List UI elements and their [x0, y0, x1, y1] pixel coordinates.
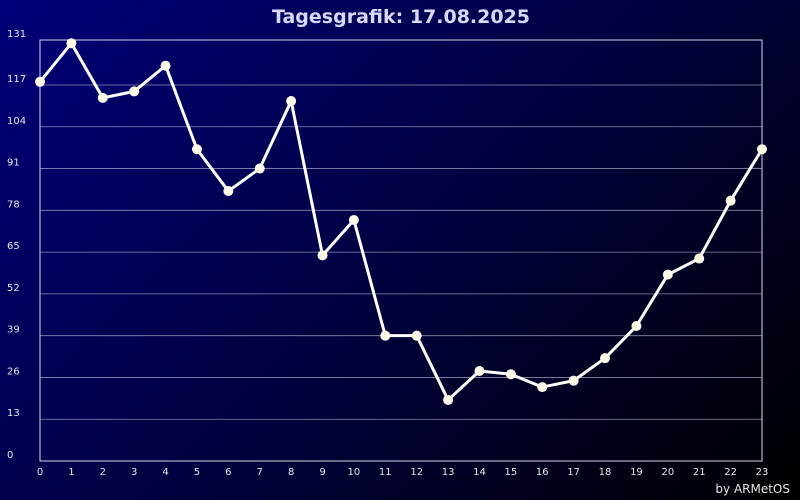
data-point — [286, 96, 297, 107]
x-tick-label: 11 — [379, 467, 392, 478]
x-tick-label: 20 — [661, 467, 674, 478]
data-point — [662, 269, 673, 280]
x-tick-label: 4 — [162, 467, 168, 478]
x-tick-label: 22 — [724, 467, 737, 478]
data-point — [97, 92, 108, 103]
data-point — [568, 375, 579, 386]
x-tick-label: 19 — [630, 467, 643, 478]
y-tick-label: 78 — [7, 199, 20, 210]
data-point — [694, 253, 705, 264]
data-point — [443, 394, 454, 405]
y-tick-label: 52 — [7, 283, 20, 294]
x-tick-label: 17 — [567, 467, 580, 478]
data-point — [600, 353, 611, 364]
x-tick-label: 6 — [225, 467, 231, 478]
data-point — [631, 321, 642, 332]
data-point — [129, 86, 140, 97]
x-tick-label: 16 — [536, 467, 549, 478]
y-tick-label: 39 — [7, 325, 20, 336]
data-point — [505, 369, 516, 380]
y-tick-label: 104 — [7, 116, 26, 127]
y-tick-label: 131 — [7, 29, 26, 40]
data-point — [474, 366, 485, 377]
grid-lines — [40, 84, 762, 420]
x-tick-label: 12 — [410, 467, 423, 478]
data-point — [254, 163, 265, 174]
data-point — [223, 186, 234, 197]
plot-frame — [39, 39, 763, 462]
x-tick-label: 15 — [505, 467, 518, 478]
series-line — [38, 41, 764, 402]
x-tick-label: 14 — [473, 467, 486, 478]
data-point — [411, 330, 422, 341]
y-tick-label: 91 — [7, 158, 20, 169]
data-point — [757, 144, 767, 155]
credit-label: by ARMetOS — [715, 482, 790, 496]
y-axis-ticks: 0 13 26 39 52 65 78 91 104 117 131 — [7, 29, 26, 461]
data-point — [725, 195, 736, 206]
x-tick-label: 13 — [442, 467, 455, 478]
x-tick-label: 1 — [68, 467, 74, 478]
data-point — [348, 214, 359, 225]
y-tick-label: 26 — [7, 366, 20, 377]
x-tick-label: 5 — [194, 467, 200, 478]
x-tick-label: 10 — [348, 467, 361, 478]
x-tick-label: 0 — [37, 467, 43, 478]
x-tick-label: 8 — [288, 467, 294, 478]
data-point — [317, 250, 328, 261]
x-tick-label: 9 — [319, 467, 325, 478]
series-layer — [35, 38, 767, 405]
data-point — [380, 330, 391, 341]
x-axis-ticks: 0 1 2 3 4 5 6 7 8 9 10 11 12 13 14 15 16 17 18 19 20 21 22 23 — [37, 467, 769, 478]
x-tick-label: 21 — [693, 467, 706, 478]
chart-title: Tagesgrafik: 17.08.2025 — [272, 6, 530, 28]
data-point — [35, 76, 45, 87]
y-tick-label: 13 — [7, 408, 20, 419]
data-point — [537, 382, 548, 393]
x-tick-label: 18 — [599, 467, 612, 478]
data-point — [191, 144, 202, 155]
y-tick-label: 65 — [7, 241, 20, 252]
x-tick-label: 3 — [131, 467, 137, 478]
y-tick-label: 117 — [7, 74, 26, 85]
data-point — [66, 38, 77, 49]
y-tick-label: 0 — [7, 450, 13, 461]
x-tick-label: 7 — [257, 467, 263, 478]
data-point — [160, 60, 171, 71]
x-tick-label: 2 — [100, 467, 106, 478]
x-tick-label: 23 — [756, 467, 769, 478]
